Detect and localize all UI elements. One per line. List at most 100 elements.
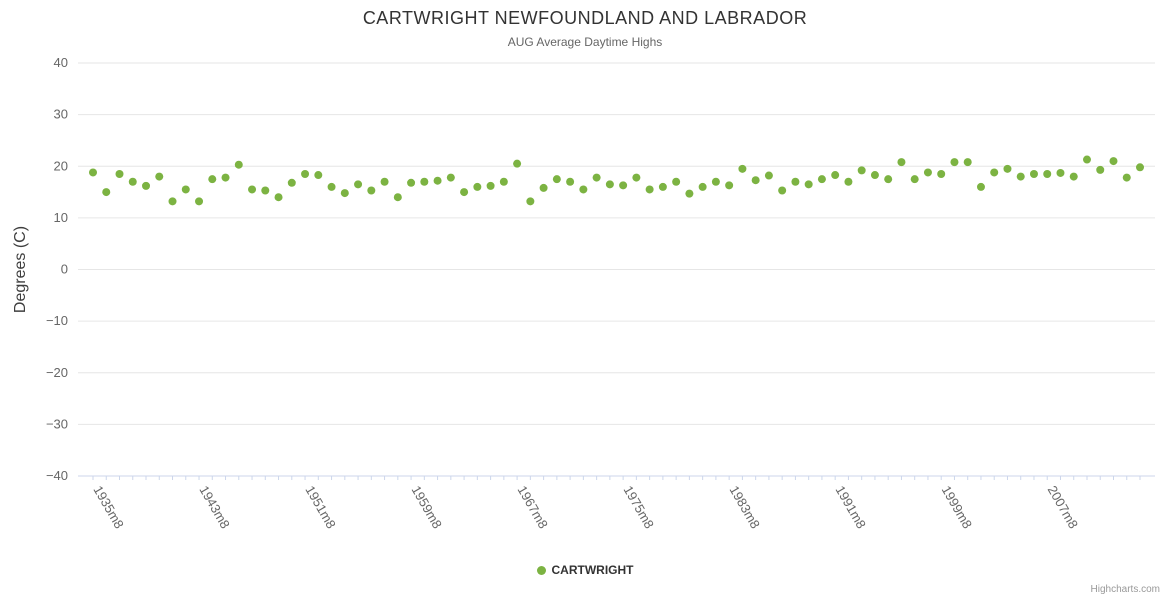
data-point[interactable]	[698, 182, 707, 191]
y-axis-tick-label: 30	[54, 107, 68, 122]
data-point[interactable]	[168, 197, 177, 206]
data-point[interactable]	[221, 173, 230, 182]
data-point[interactable]	[857, 166, 866, 175]
data-point[interactable]	[433, 176, 442, 185]
data-point[interactable]	[751, 176, 760, 185]
data-point[interactable]	[420, 177, 429, 186]
data-point[interactable]	[1003, 164, 1012, 173]
data-point[interactable]	[884, 175, 893, 184]
data-point[interactable]	[791, 177, 800, 186]
data-point[interactable]	[963, 158, 972, 167]
data-point[interactable]	[499, 177, 508, 186]
x-axis-tick-label: 1951m8	[302, 483, 338, 531]
x-axis-tick-label: 1935m8	[90, 483, 126, 531]
data-point[interactable]	[115, 169, 124, 178]
x-axis-tick-label: 1975m8	[621, 483, 657, 531]
data-point[interactable]	[287, 178, 296, 187]
data-point[interactable]	[380, 177, 389, 186]
chart-subtitle: AUG Average Daytime Highs	[507, 35, 663, 49]
data-point[interactable]	[89, 168, 97, 177]
data-point[interactable]	[460, 188, 469, 197]
x-axis-tick-label: 1967m8	[515, 483, 551, 531]
data-point[interactable]	[142, 181, 151, 190]
data-point[interactable]	[605, 180, 614, 189]
data-point[interactable]	[1122, 173, 1131, 182]
data-point[interactable]	[473, 182, 482, 191]
highcharts-credits-link[interactable]: Highcharts.com	[1090, 584, 1160, 595]
data-point[interactable]	[1016, 172, 1025, 181]
data-point[interactable]	[738, 164, 747, 173]
data-point[interactable]	[1056, 168, 1065, 177]
data-point[interactable]	[645, 185, 654, 194]
y-axis-tick-label: 10	[54, 210, 68, 225]
data-point[interactable]	[181, 185, 190, 194]
data-point[interactable]	[711, 177, 720, 186]
data-point[interactable]	[407, 178, 416, 187]
chart-title: CARTWRIGHT NEWFOUNDLAND AND LABRADOR	[362, 8, 808, 28]
x-axis-tick-label: 1959m8	[408, 483, 444, 531]
data-point[interactable]	[566, 177, 575, 186]
data-point[interactable]	[274, 193, 283, 202]
data-point[interactable]	[897, 158, 906, 167]
data-point[interactable]	[552, 175, 561, 184]
y-axis-tick-label: 20	[54, 158, 68, 173]
data-point[interactable]	[937, 169, 946, 178]
legend-label: CARTWRIGHT	[551, 563, 634, 577]
data-point[interactable]	[579, 185, 588, 194]
data-point[interactable]	[870, 171, 879, 180]
data-point[interactable]	[1109, 157, 1118, 166]
data-point[interactable]	[526, 197, 535, 206]
data-point[interactable]	[1082, 155, 1091, 164]
data-point[interactable]	[658, 182, 667, 191]
data-point[interactable]	[685, 189, 694, 198]
legend-item-cartwright[interactable]: CARTWRIGHT	[0, 563, 1170, 577]
x-axis-tick-label: 1983m8	[727, 483, 763, 531]
data-point[interactable]	[923, 168, 932, 177]
data-point[interactable]	[1069, 172, 1078, 181]
data-point[interactable]	[1096, 165, 1105, 174]
data-point[interactable]	[976, 182, 985, 191]
data-point[interactable]	[155, 172, 164, 181]
y-axis-title: Degrees (C)	[12, 226, 29, 313]
data-point[interactable]	[831, 171, 840, 180]
data-point[interactable]	[910, 175, 919, 184]
data-point[interactable]	[261, 186, 270, 195]
data-point[interactable]	[950, 158, 959, 167]
data-point[interactable]	[672, 177, 681, 186]
data-point[interactable]	[539, 183, 548, 192]
x-axis-tick-label: 1999m8	[939, 483, 975, 531]
data-point[interactable]	[1136, 163, 1144, 172]
data-point[interactable]	[513, 159, 522, 168]
data-point[interactable]	[367, 186, 376, 195]
data-point[interactable]	[446, 173, 455, 182]
data-point[interactable]	[128, 177, 137, 186]
data-point[interactable]	[195, 197, 204, 206]
data-point[interactable]	[990, 168, 999, 177]
data-point[interactable]	[327, 182, 336, 191]
data-point[interactable]	[764, 171, 773, 180]
data-point[interactable]	[844, 177, 853, 186]
x-axis-tick-label: 2007m8	[1045, 483, 1081, 531]
data-point[interactable]	[340, 189, 349, 198]
data-point[interactable]	[619, 181, 628, 190]
data-point[interactable]	[486, 181, 495, 190]
data-point[interactable]	[592, 173, 601, 182]
data-point[interactable]	[248, 185, 257, 194]
data-point[interactable]	[725, 181, 734, 190]
y-axis-tick-label: 40	[54, 55, 68, 70]
data-point[interactable]	[1029, 169, 1038, 178]
data-point[interactable]	[354, 180, 363, 189]
data-point[interactable]	[778, 186, 787, 195]
legend-marker-icon	[536, 565, 546, 575]
data-point[interactable]	[1043, 169, 1052, 178]
data-point[interactable]	[102, 188, 111, 197]
data-point[interactable]	[817, 175, 826, 184]
data-point[interactable]	[393, 193, 402, 202]
data-point[interactable]	[314, 171, 323, 180]
data-point[interactable]	[208, 175, 217, 184]
data-point[interactable]	[234, 160, 243, 169]
data-point[interactable]	[804, 180, 813, 189]
y-axis-tick-label: −20	[46, 365, 68, 380]
data-point[interactable]	[632, 173, 641, 182]
data-point[interactable]	[301, 169, 310, 178]
